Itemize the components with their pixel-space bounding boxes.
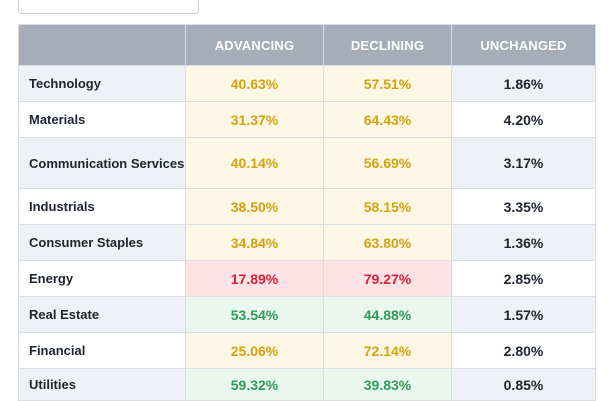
declining-cell: 58.15% (323, 188, 452, 225)
sector-breadth-table: ADVANCING DECLINING UNCHANGED Technology… (18, 24, 596, 401)
unchanged-cell: 0.85% (451, 368, 596, 401)
sector-name: Utilities (18, 368, 186, 401)
table-row: Consumer Staples 34.84% 63.80% 1.36% (18, 224, 596, 261)
table-row: Materials 31.37% 64.43% 4.20% (18, 101, 596, 138)
unchanged-cell: 1.57% (451, 296, 596, 333)
declining-cell: 79.27% (323, 260, 452, 297)
table-row: Utilities 59.32% 39.83% 0.85% (18, 368, 596, 401)
advancing-cell: 34.84% (185, 224, 324, 261)
table-row: Financial 25.06% 72.14% 2.80% (18, 332, 596, 369)
unchanged-cell: 3.35% (451, 188, 596, 225)
unchanged-cell: 4.20% (451, 101, 596, 138)
declining-cell: 57.51% (323, 65, 452, 102)
table-row: Technology 40.63% 57.51% 1.86% (18, 65, 596, 102)
declining-cell: 56.69% (323, 137, 452, 189)
advancing-cell: 40.63% (185, 65, 324, 102)
sector-name: Energy (18, 260, 186, 297)
sector-name: Consumer Staples (18, 224, 186, 261)
table-header-row: ADVANCING DECLINING UNCHANGED (18, 24, 596, 66)
header-unchanged[interactable]: UNCHANGED (451, 24, 596, 66)
advancing-cell: 17.89% (185, 260, 324, 297)
advancing-cell: 38.50% (185, 188, 324, 225)
declining-cell: 39.83% (323, 368, 452, 401)
sector-name: Industrials (18, 188, 186, 225)
sector-name: Real Estate (18, 296, 186, 333)
sector-name: Technology (18, 65, 186, 102)
declining-cell: 72.14% (323, 332, 452, 369)
sector-name: Communication Services (18, 137, 186, 189)
header-sector[interactable] (18, 24, 186, 66)
table-row: Industrials 38.50% 58.15% 3.35% (18, 188, 596, 225)
header-declining[interactable]: DECLINING (323, 24, 452, 66)
table-row: Communication Services 40.14% 56.69% 3.1… (18, 137, 596, 189)
unchanged-cell: 2.85% (451, 260, 596, 297)
unchanged-cell: 1.36% (451, 224, 596, 261)
advancing-cell: 53.54% (185, 296, 324, 333)
unchanged-cell: 2.80% (451, 332, 596, 369)
declining-cell: 64.43% (323, 101, 452, 138)
declining-cell: 63.80% (323, 224, 452, 261)
table-row: Real Estate 53.54% 44.88% 1.57% (18, 296, 596, 333)
unchanged-cell: 3.17% (451, 137, 596, 189)
sector-name: Materials (18, 101, 186, 138)
advancing-cell: 31.37% (185, 101, 324, 138)
selector-box[interactable] (18, 0, 199, 14)
unchanged-cell: 1.86% (451, 65, 596, 102)
advancing-cell: 59.32% (185, 368, 324, 401)
advancing-cell: 25.06% (185, 332, 324, 369)
sector-name: Financial (18, 332, 186, 369)
table-row: Energy 17.89% 79.27% 2.85% (18, 260, 596, 297)
advancing-cell: 40.14% (185, 137, 324, 189)
header-advancing[interactable]: ADVANCING (185, 24, 324, 66)
declining-cell: 44.88% (323, 296, 452, 333)
